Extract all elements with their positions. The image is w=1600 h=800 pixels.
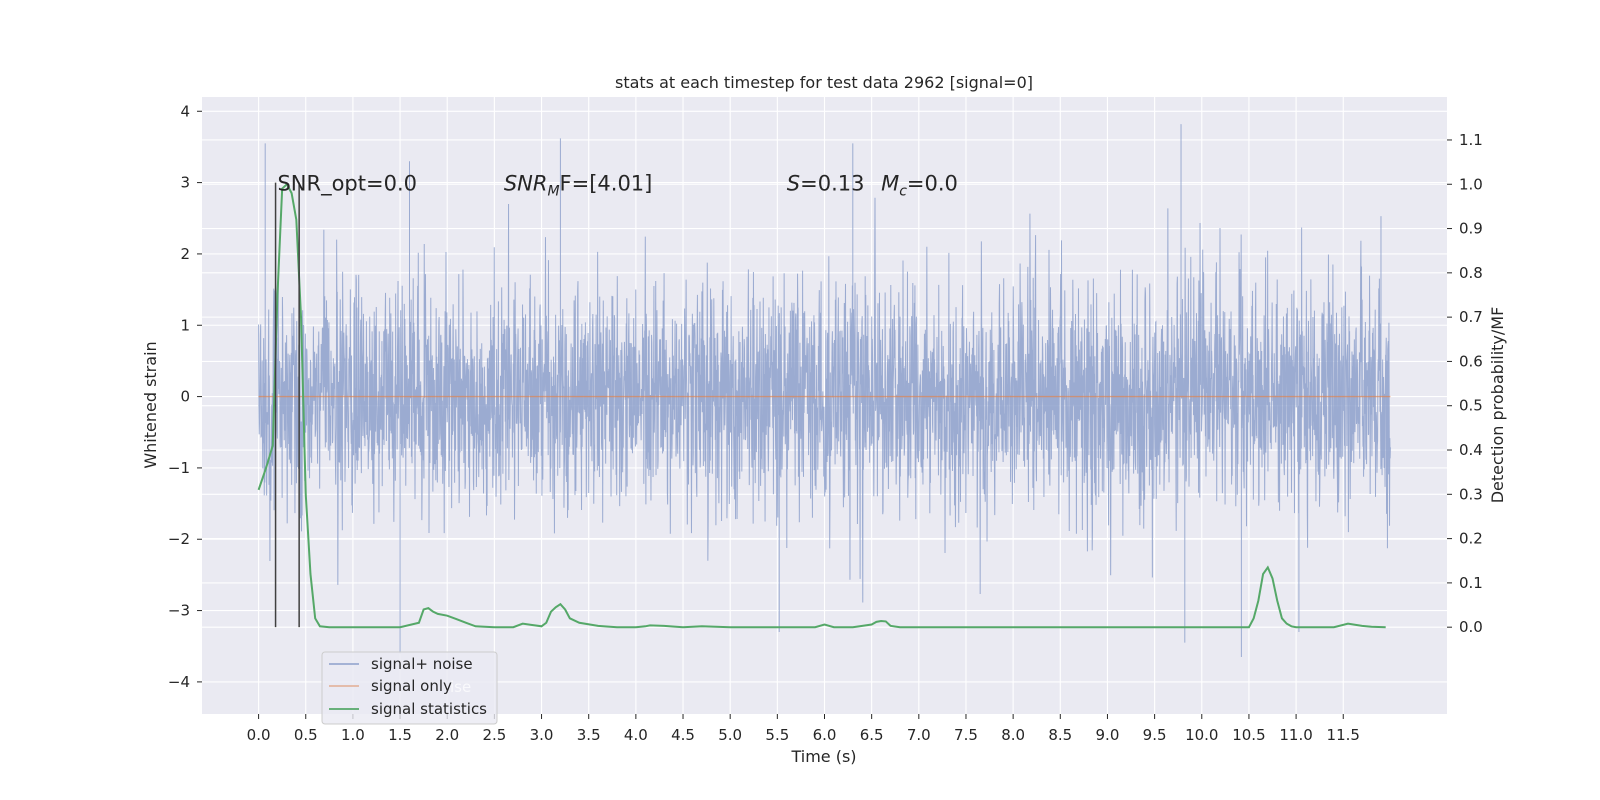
y-tick-label: 1 xyxy=(180,316,190,334)
vertical-markers xyxy=(274,182,300,628)
y2-tick-label: 0.1 xyxy=(1459,574,1483,592)
y-tick-label: 4 xyxy=(180,102,190,120)
x-tick-label: 5.0 xyxy=(718,726,742,744)
y2-axis-ticks: 0.0 0.1 0.2 0.3 0.4 0.5 0.6 0.7 0.8 0.9 1.0 1.1 xyxy=(1447,131,1483,636)
x-tick-label: 7.5 xyxy=(954,726,978,744)
x-tick-label: 1.5 xyxy=(388,726,412,744)
legend-entry-noise: signal+ noise xyxy=(371,655,473,673)
y2-tick-label: 1.0 xyxy=(1459,175,1483,193)
x-tick-label: 9.0 xyxy=(1096,726,1120,744)
plot-series xyxy=(257,124,1391,657)
y2-tick-label: 1.1 xyxy=(1459,131,1483,149)
y-tick-label: −3 xyxy=(168,602,190,620)
x-tick-label: 10.5 xyxy=(1232,726,1265,744)
annotation-2: S=0.13 xyxy=(787,172,865,196)
y2-tick-label: 0.7 xyxy=(1459,308,1483,326)
legend-entry-signal: signal only xyxy=(371,677,452,695)
x-tick-label: 1.0 xyxy=(341,726,365,744)
y-axis-ticks: −4 −3 −2 −1 0 1 2 3 4 xyxy=(168,102,202,691)
series-signal-noise xyxy=(258,124,1391,657)
x-tick-label: 2.5 xyxy=(482,726,506,744)
x-axis-ticks: 0.0 0.5 1.0 1.5 2.0 2.5 3.0 3.5 4.0 4.5 5.0 5.5 6.0 6… xyxy=(247,714,1360,744)
y-axis-label: Whitened strain xyxy=(141,341,160,468)
x-tick-label: 7.0 xyxy=(907,726,931,744)
x-tick-label: 10.0 xyxy=(1185,726,1218,744)
x-tick-label: 9.5 xyxy=(1143,726,1167,744)
y2-axis-label: Detection probability/MF xyxy=(1488,307,1507,504)
annotations: SNR_opt=0.0 SNRMF=[4.01] S=0.13 Mc=0.0 xyxy=(277,172,957,200)
y2-tick-label: 0.0 xyxy=(1459,618,1483,636)
x-axis-label: Time (s) xyxy=(790,747,856,766)
x-tick-label: 6.5 xyxy=(860,726,884,744)
series-signal-statistics xyxy=(257,182,1386,629)
annotation-3: Mc=0.0 xyxy=(881,172,958,200)
annotation-1: SNRMF=[4.01] xyxy=(504,172,653,200)
y2-tick-label: 0.9 xyxy=(1459,220,1483,238)
x-tick-label: 3.5 xyxy=(577,726,601,744)
y-tick-label: 2 xyxy=(180,245,190,263)
x-tick-label: 6.0 xyxy=(813,726,837,744)
x-tick-label: 4.0 xyxy=(624,726,648,744)
annotation-0: SNR_opt=0.0 xyxy=(277,172,417,197)
legend-box xyxy=(321,651,498,725)
y-tick-label: 3 xyxy=(180,174,190,192)
y-tick-label: −1 xyxy=(168,459,190,477)
y2-tick-label: 0.8 xyxy=(1459,264,1483,282)
chart-title: stats at each timestep for test data 296… xyxy=(615,73,1033,92)
x-tick-label: 11.5 xyxy=(1327,726,1360,744)
x-tick-label: 0.5 xyxy=(294,726,318,744)
x-tick-label: 3.0 xyxy=(530,726,554,744)
y-tick-label: −4 xyxy=(168,673,190,691)
x-tick-label: 2.0 xyxy=(435,726,459,744)
x-tick-label: 0.0 xyxy=(247,726,271,744)
legend-entry-stats: signal statistics xyxy=(371,700,487,718)
x-tick-label: 11.0 xyxy=(1279,726,1312,744)
y2-tick-label: 0.4 xyxy=(1459,441,1483,459)
legend-ghost-text: ise xyxy=(450,678,471,696)
y2-tick-label: 0.2 xyxy=(1459,530,1483,548)
x-tick-label: 8.5 xyxy=(1048,726,1072,744)
x-tick-label: 4.5 xyxy=(671,726,695,744)
x-tick-label: 5.5 xyxy=(765,726,789,744)
y2-tick-label: 0.5 xyxy=(1459,397,1483,415)
y2-tick-label: 0.3 xyxy=(1459,485,1483,503)
y2-tick-label: 0.6 xyxy=(1459,352,1483,370)
y-tick-label: −2 xyxy=(168,530,190,548)
legend: ise signal+ noise signal only signal sta… xyxy=(321,651,498,725)
y-tick-label: 0 xyxy=(180,388,190,406)
x-tick-label: 8.0 xyxy=(1001,726,1025,744)
